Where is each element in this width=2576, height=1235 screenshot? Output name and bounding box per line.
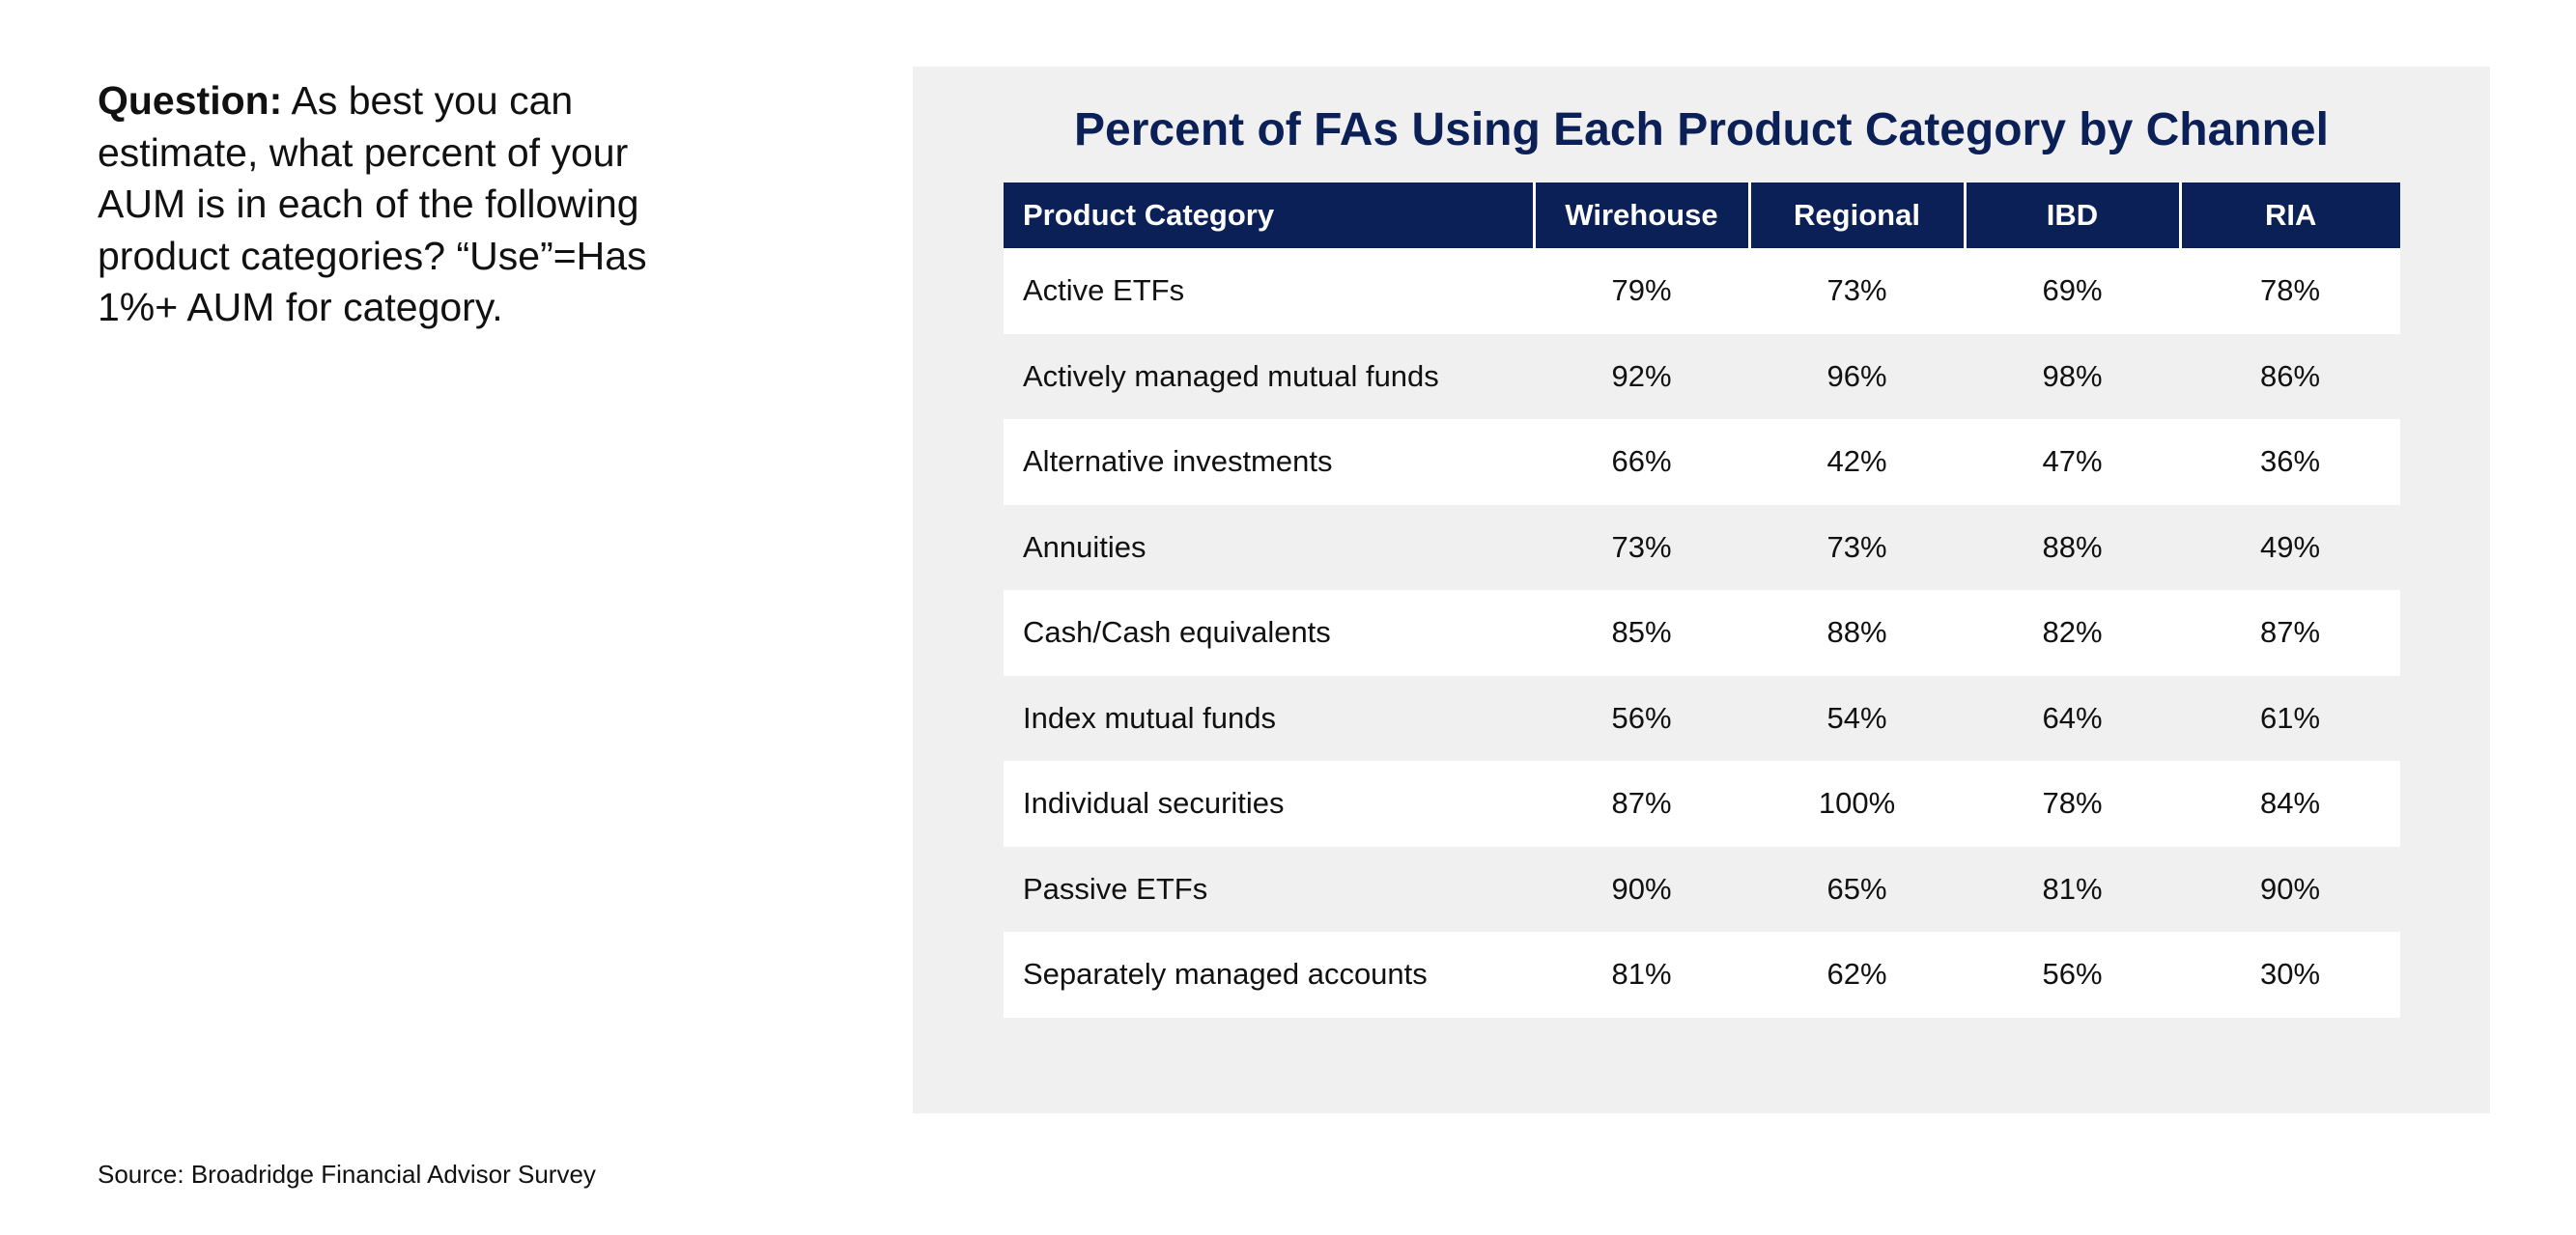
table-cell-value: 56% [1534, 675, 1749, 761]
chart-panel: Percent of FAs Using Each Product Catego… [913, 67, 2490, 1113]
table-cell-value: 73% [1749, 504, 1965, 590]
table-cell-value: 90% [1534, 846, 1749, 932]
table-cell-value: 84% [2180, 761, 2400, 847]
table-cell-value: 61% [2180, 675, 2400, 761]
row-category: Alternative investments [1004, 419, 1534, 505]
table-cell-value: 92% [1534, 333, 1749, 419]
table-cell-value: 36% [2180, 419, 2400, 505]
table-row: Active ETFs 79% 73% 69% 78% [1004, 248, 2400, 334]
table-cell-value: 100% [1749, 761, 1965, 847]
table-cell-value: 81% [1965, 846, 2180, 932]
table-cell-value: 86% [2180, 333, 2400, 419]
table-cell-value: 69% [1965, 248, 2180, 334]
row-category: Active ETFs [1004, 248, 1534, 334]
row-category: Passive ETFs [1004, 846, 1534, 932]
row-category: Index mutual funds [1004, 675, 1534, 761]
table-cell-value: 81% [1534, 932, 1749, 1018]
table-cell-value: 82% [1965, 590, 2180, 676]
table-cell-value: 42% [1749, 419, 1965, 505]
question-text: Question: As best you can estimate, what… [98, 75, 677, 334]
column-header: Product Category [1004, 182, 1534, 248]
row-category: Separately managed accounts [1004, 932, 1534, 1018]
chart-title: Percent of FAs Using Each Product Catego… [1074, 104, 2329, 155]
table-row: Cash/Cash equivalents 85% 88% 82% 87% [1004, 590, 2400, 676]
table-row: Alternative investments 66% 42% 47% 36% [1004, 419, 2400, 505]
table-cell-value: 47% [1965, 419, 2180, 505]
table-cell-value: 88% [1749, 590, 1965, 676]
column-header: RIA [2178, 182, 2400, 248]
table-cell-value: 30% [2180, 932, 2400, 1018]
table-row: Separately managed accounts 81% 62% 56% 30% [1004, 932, 2400, 1018]
table-cell-value: 73% [1534, 504, 1749, 590]
table-header-row: Product Category Wirehouse Regional IBD RIA [1004, 182, 2400, 248]
question-label: Question: [98, 78, 283, 123]
table-row: Individual securities 87% 100% 78% 84% [1004, 761, 2400, 847]
table-row: Annuities 73% 73% 88% 49% [1004, 504, 2400, 590]
column-header: Regional [1747, 182, 1965, 248]
row-category: Individual securities [1004, 761, 1534, 847]
table-row: Index mutual funds 56% 54% 64% 61% [1004, 675, 2400, 761]
table-row: Passive ETFs 90% 65% 81% 90% [1004, 846, 2400, 932]
table-cell-value: 87% [2180, 590, 2400, 676]
question-body: As best you can estimate, what percent o… [98, 78, 647, 329]
table-cell-value: 90% [2180, 846, 2400, 932]
table-cell-value: 73% [1749, 248, 1965, 334]
row-category: Actively managed mutual funds [1004, 333, 1534, 419]
column-header: IBD [1963, 182, 2180, 248]
table-cell-value: 88% [1965, 504, 2180, 590]
table-cell-value: 78% [1965, 761, 2180, 847]
table-cell-value: 64% [1965, 675, 2180, 761]
table-cell-value: 78% [2180, 248, 2400, 334]
column-header: Wirehouse [1532, 182, 1749, 248]
row-category: Cash/Cash equivalents [1004, 590, 1534, 676]
row-category: Annuities [1004, 504, 1534, 590]
table-row: Actively managed mutual funds 92% 96% 98% 86… [1004, 333, 2400, 419]
source-note: Source: Broadridge Financial Advisor Sur… [98, 1160, 596, 1189]
table-cell-value: 49% [2180, 504, 2400, 590]
table-cell-value: 66% [1534, 419, 1749, 505]
table-cell-value: 96% [1749, 333, 1965, 419]
table-cell-value: 54% [1749, 675, 1965, 761]
table-cell-value: 87% [1534, 761, 1749, 847]
table-cell-value: 62% [1749, 932, 1965, 1018]
table-cell-value: 56% [1965, 932, 2180, 1018]
table-cell-value: 65% [1749, 846, 1965, 932]
data-table: Product Category Wirehouse Regional IBD RIA … [1004, 182, 2400, 1018]
table-cell-value: 98% [1965, 333, 2180, 419]
table-cell-value: 79% [1534, 248, 1749, 334]
table-cell-value: 85% [1534, 590, 1749, 676]
